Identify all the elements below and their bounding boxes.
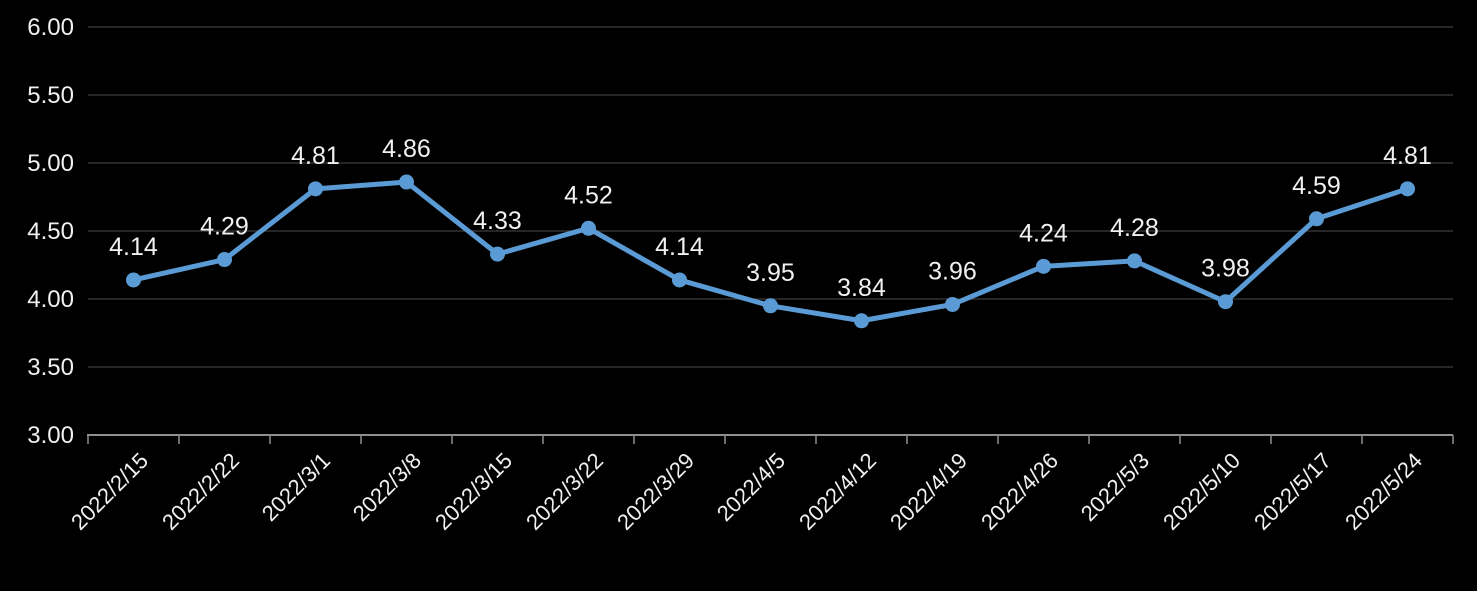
data-point-marker bbox=[308, 181, 323, 197]
data-label: 4.81 bbox=[291, 142, 340, 170]
data-point-marker bbox=[490, 246, 505, 262]
data-point-marker bbox=[1309, 211, 1324, 227]
data-point-marker bbox=[1036, 258, 1051, 274]
data-point-marker bbox=[854, 313, 869, 329]
data-label: 4.24 bbox=[1019, 219, 1068, 247]
y-axis-tick-label: 4.00 bbox=[27, 286, 74, 313]
data-point-marker bbox=[581, 220, 596, 236]
data-point-marker bbox=[672, 272, 687, 288]
data-point-marker bbox=[1218, 294, 1233, 310]
data-label: 4.86 bbox=[382, 135, 431, 163]
data-label: 4.29 bbox=[200, 213, 249, 241]
data-point-marker bbox=[1127, 253, 1142, 269]
data-label: 4.14 bbox=[109, 233, 158, 261]
data-point-marker bbox=[126, 272, 141, 288]
data-label: 3.96 bbox=[928, 257, 977, 285]
data-point-marker bbox=[763, 298, 778, 314]
y-axis-tick-label: 4.50 bbox=[27, 218, 74, 245]
data-point-marker bbox=[945, 296, 960, 312]
data-label: 4.59 bbox=[1292, 172, 1341, 200]
y-axis-tick-label: 5.00 bbox=[27, 150, 74, 177]
y-axis-tick-label: 3.50 bbox=[27, 354, 74, 381]
data-label: 3.95 bbox=[746, 259, 795, 287]
data-label: 3.84 bbox=[837, 274, 886, 302]
data-point-marker bbox=[1400, 181, 1415, 197]
data-label: 4.33 bbox=[473, 207, 522, 235]
y-axis-tick-label: 5.50 bbox=[27, 82, 74, 109]
data-label: 4.14 bbox=[655, 233, 704, 261]
data-label: 4.81 bbox=[1383, 142, 1432, 170]
data-point-marker bbox=[399, 174, 414, 190]
y-axis-tick-label: 6.00 bbox=[27, 14, 74, 41]
data-point-marker bbox=[217, 252, 232, 268]
data-label: 4.28 bbox=[1110, 214, 1159, 242]
data-label: 3.98 bbox=[1201, 255, 1250, 283]
y-axis-tick-label: 3.00 bbox=[27, 422, 74, 449]
data-label: 4.52 bbox=[564, 181, 613, 209]
